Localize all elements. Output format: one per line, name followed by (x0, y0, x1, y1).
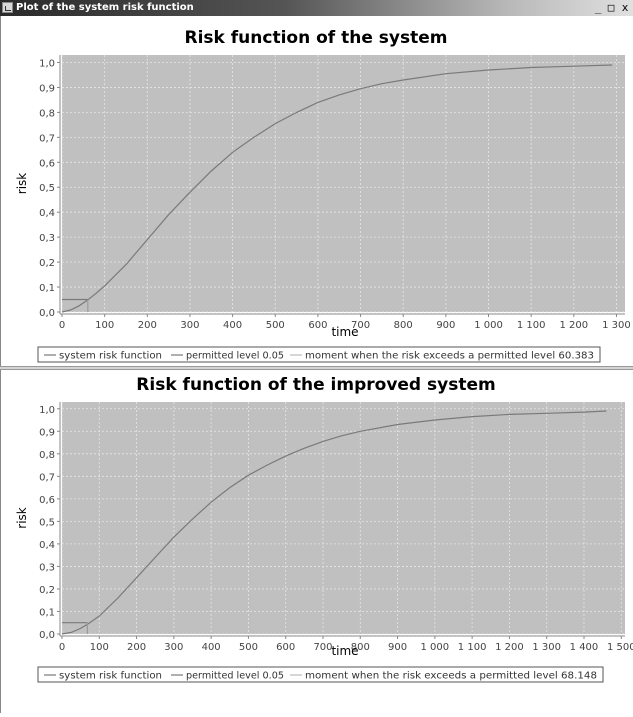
x-tick-label: 1 200 (559, 320, 588, 331)
y-tick-label: 0,3 (39, 562, 55, 573)
chart-system-risk: Risk function of the system 0,0 0,1 0,2 0,3 0… (15, 28, 631, 363)
legend-item-label: moment when the risk exceeds a permitted… (305, 671, 597, 682)
x-tick-label: 1 000 (474, 320, 503, 331)
legend-item-label: permitted level 0.05 (186, 351, 284, 362)
y-tick-label: 0,4 (39, 540, 55, 551)
x-tick-label: 700 (313, 642, 332, 653)
window-content (0, 16, 633, 713)
legend-item-label: moment when the risk exceeds a permitted… (305, 351, 594, 362)
risk-function-line (61, 410, 607, 635)
x-tick-label: 900 (388, 642, 407, 653)
x-tick-label: 600 (308, 320, 327, 331)
y-tick-label: 0,1 (39, 607, 55, 618)
x-tick-label: 1 100 (458, 642, 487, 653)
x-tick-label: 1 100 (517, 320, 546, 331)
x-tick-label: 200 (127, 642, 146, 653)
y-tick-label: 0,0 (39, 308, 55, 319)
y-tick-label: 0,2 (39, 585, 55, 596)
y-tick-label: 0,5 (39, 183, 55, 194)
risk-function-line (61, 64, 613, 313)
x-tick-label: 600 (276, 642, 295, 653)
y-tick-label: 0,9 (39, 83, 55, 94)
x-tick-label: 900 (436, 320, 455, 331)
plot-area (62, 402, 625, 634)
y-tick-label: 0,9 (39, 427, 55, 438)
y-tick-label: 1,0 (39, 405, 55, 416)
x-tick-label: 1 200 (495, 642, 524, 653)
y-axis-label: risk (15, 173, 29, 195)
x-tick-label: 500 (239, 642, 258, 653)
x-tick-label: 800 (394, 320, 413, 331)
chart-title: Risk function of the system (185, 28, 448, 48)
x-tick-label: 0 (59, 320, 65, 331)
chart-title: Risk function of the improved system (136, 375, 495, 395)
y-tick-label: 0,5 (39, 517, 55, 528)
y-tick-label: 0,8 (39, 450, 55, 461)
x-tick-label: 300 (164, 642, 183, 653)
close-button[interactable]: x (621, 1, 629, 14)
x-tick-label: 100 (95, 320, 114, 331)
x-tick-label: 1 500 (607, 642, 633, 653)
app-icon (2, 2, 13, 13)
y-tick-label: 0,0 (39, 630, 55, 641)
x-tick-label: 1 400 (570, 642, 599, 653)
x-tick-label: 700 (351, 320, 370, 331)
chart-legend (37, 666, 604, 683)
x-tick-label: 800 (351, 642, 370, 653)
x-tick-label: 300 (180, 320, 199, 331)
x-tick-label: 1 300 (532, 642, 561, 653)
maximize-button[interactable]: □ (607, 1, 615, 14)
y-tick-label: 1,0 (39, 58, 55, 69)
y-tick-label: 0,1 (39, 283, 55, 294)
chart-panel-system: Risk function of the system 0,0 0,1 0,2 0,3 0… (0, 16, 633, 366)
x-tick-label: 400 (223, 320, 242, 331)
x-tick-label: 400 (202, 642, 221, 653)
y-tick-label: 0,6 (39, 158, 55, 169)
x-tick-label: 1 000 (421, 642, 450, 653)
y-tick-label: 0,8 (39, 108, 55, 119)
panel-divider[interactable] (0, 366, 633, 370)
legend-item-label: permitted level 0.05 (186, 671, 284, 682)
x-tick-label: 200 (138, 320, 157, 331)
window-titlebar[interactable]: Plot of the system risk function _ □ x (0, 0, 633, 16)
y-tick-label: 0,7 (39, 133, 55, 144)
chart-panel-improved: Risk function of the improved system 0,0 0… (0, 370, 633, 713)
y-tick-label: 0,4 (39, 208, 55, 219)
x-tick-label: 500 (266, 320, 285, 331)
y-tick-label: 0,7 (39, 472, 55, 483)
y-tick-label: 0,3 (39, 233, 55, 244)
x-tick-label: 1 300 (602, 320, 631, 331)
y-axis-label: risk (15, 507, 29, 529)
x-axis-label: time (331, 644, 358, 658)
chart-improved-system-risk: Risk function of the improved system 0,0 0… (15, 375, 633, 683)
legend-item-label: system risk function (59, 671, 162, 682)
legend-item-label: system risk function (59, 351, 162, 362)
window-title: Plot of the system risk function (16, 2, 194, 13)
x-tick-label: 0 (59, 642, 65, 653)
chart-legend (37, 346, 601, 363)
y-tick-label: 0,6 (39, 495, 55, 506)
minimize-button[interactable]: _ (594, 1, 602, 14)
x-axis-label: time (331, 325, 358, 339)
x-tick-label: 100 (90, 642, 109, 653)
y-tick-label: 0,2 (39, 258, 55, 269)
